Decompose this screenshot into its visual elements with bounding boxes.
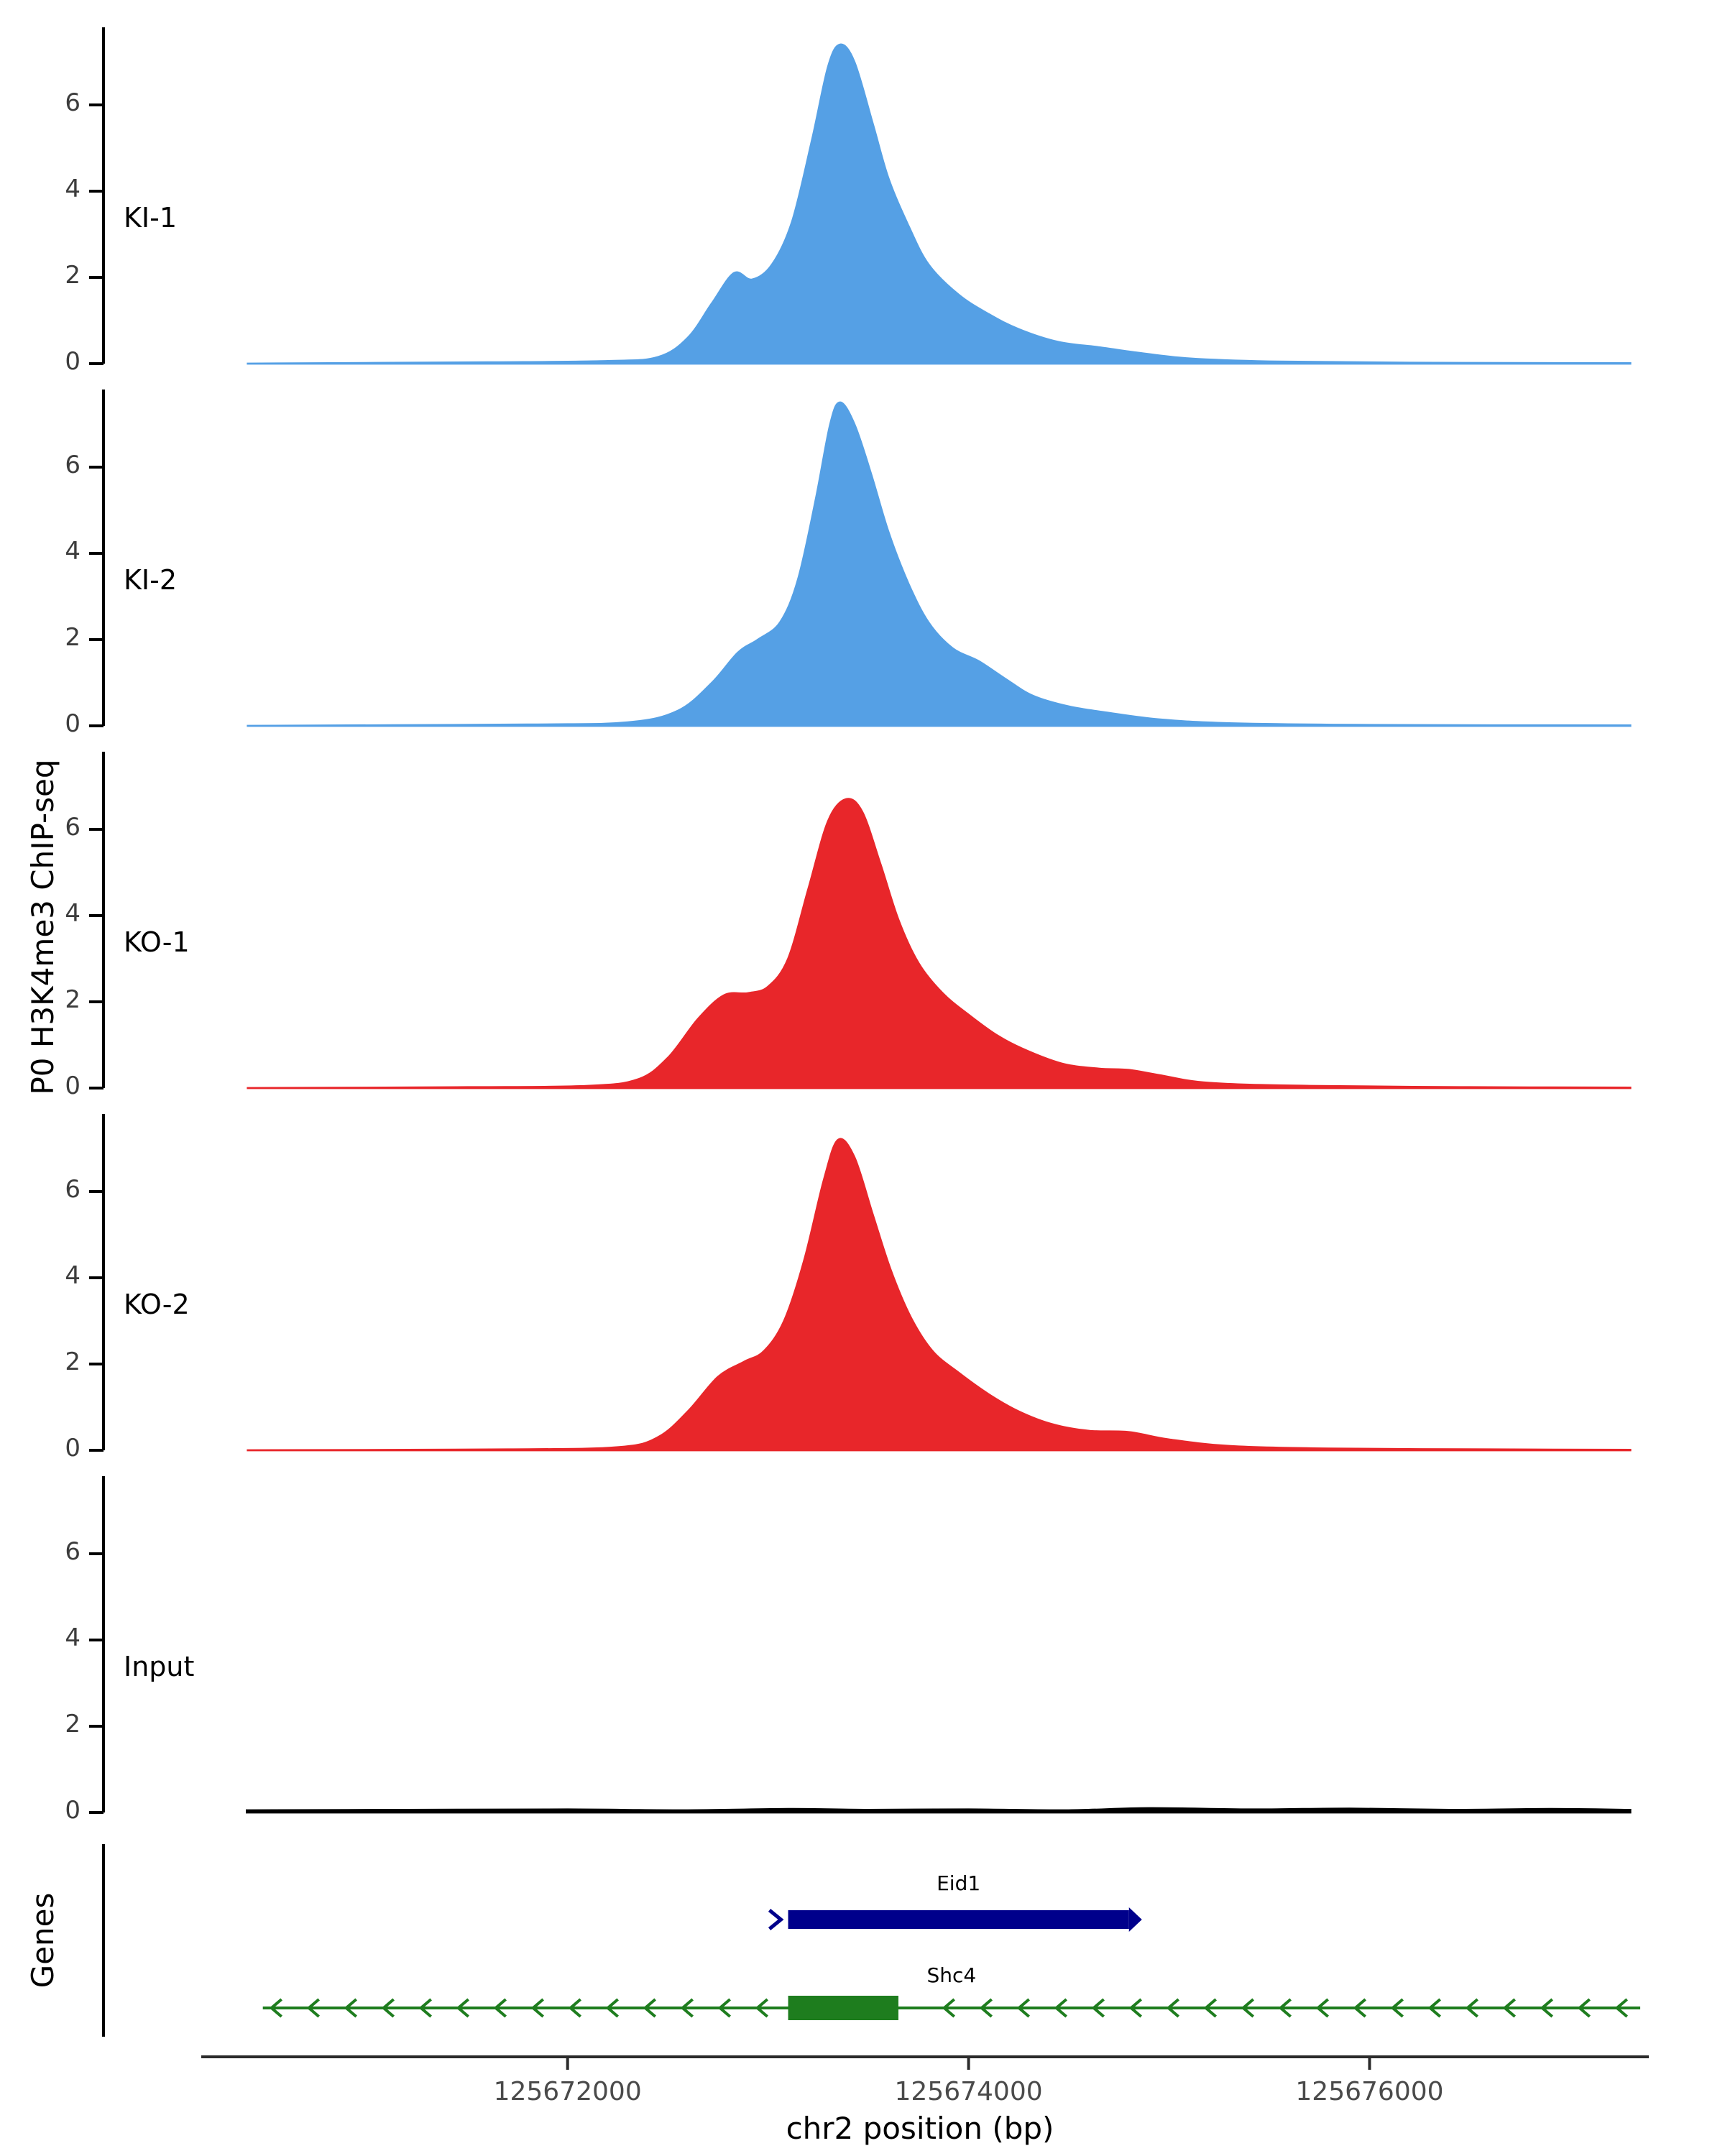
strand-chevron-Shc4 (1353, 1998, 1366, 2018)
strand-chevron-Shc4 (605, 1998, 619, 2018)
y-tick-label: 2 (65, 1710, 80, 1739)
x-axis-svg (201, 2055, 1649, 2070)
strand-chevron-Shc4 (1054, 1998, 1067, 2018)
strand-chevron-Shc4 (680, 1998, 694, 2018)
coverage-area-KO-1 (247, 798, 1632, 1089)
track-label-KO-2: KO-2 (124, 1289, 190, 1321)
y-tick-label: 2 (65, 262, 80, 290)
y-tick-label: 2 (65, 624, 80, 653)
y-tick-label: 4 (65, 1624, 80, 1653)
y-tick-label: 6 (65, 89, 80, 118)
y-tick-label: 6 (65, 451, 80, 480)
y-tick-label: 2 (65, 986, 80, 1015)
y-tick-label: 6 (65, 1176, 80, 1204)
y-tick-label: 0 (65, 1434, 80, 1463)
strand-chevron-Shc4 (1016, 1998, 1030, 2018)
gene-label-Shc4: Shc4 (926, 1965, 977, 1988)
strand-chevron-Shc4 (1278, 1998, 1292, 2018)
strand-chevron-Shc4 (456, 1998, 469, 2018)
track-label-KI-2: KI-2 (124, 565, 178, 596)
track-svg-KO-2 (89, 1114, 1632, 1452)
strand-chevron-Eid1 (768, 1909, 784, 1930)
signal-track-KO-2: 0 2 4 6 KO-2 (0, 1108, 1725, 1470)
y-tick-label: 0 (65, 1072, 80, 1101)
y-tick-label: 4 (65, 538, 80, 566)
strand-chevron-Shc4 (269, 1998, 282, 2018)
track-label-KO-1: KO-1 (124, 927, 190, 959)
strand-chevron-Shc4 (1540, 1998, 1553, 2018)
strand-chevron-Shc4 (1427, 1998, 1441, 2018)
genes-panel: Eid1 Shc4 (0, 1833, 1725, 2048)
x-tick-label: 125674000 (894, 2077, 1043, 2107)
strand-chevron-Shc4 (755, 1998, 768, 2018)
x-tick-label: 125676000 (1295, 2077, 1444, 2107)
x-axis: 125672000 125674000 125676000 chr2 position… (0, 2048, 1725, 2156)
gene-label-Eid1: Eid1 (937, 1873, 981, 1896)
y-tick-label: 2 (65, 1348, 80, 1377)
strand-chevron-Shc4 (1465, 1998, 1478, 2018)
strand-chevron-Shc4 (493, 1998, 507, 2018)
strand-chevron-Shc4 (1502, 1998, 1516, 2018)
track-label-KI-1: KI-1 (124, 203, 178, 234)
strand-chevron-Shc4 (1166, 1998, 1179, 2018)
track-svg-KI-2 (89, 390, 1632, 727)
coverage-area-KI-1 (247, 43, 1632, 365)
track-svg-KI-1 (89, 27, 1632, 365)
signal-track-KI-2: 0 2 4 6 KI-2 (0, 384, 1725, 746)
y-tick-label: 4 (65, 900, 80, 929)
coverage-area-KI-2 (247, 401, 1632, 727)
track-svg-Input (89, 1476, 1632, 1814)
strand-chevron-Shc4 (717, 1998, 731, 2018)
strand-chevron-Shc4 (1614, 1998, 1628, 2018)
gene-exon-Shc4 (788, 1996, 898, 2020)
strand-chevron-Shc4 (418, 1998, 432, 2018)
strand-chevron-Shc4 (568, 1998, 581, 2018)
y-tick-label: 4 (65, 1262, 80, 1291)
track-label-Input: Input (124, 1651, 195, 1683)
x-axis-title: chr2 position (bp) (786, 2111, 1054, 2146)
x-tick-label: 125672000 (493, 2077, 642, 2107)
gene-body-Eid1 (788, 1910, 1129, 1929)
track-svg-KO-1 (89, 752, 1632, 1089)
signal-track-KO-1: 0 2 4 6 KO-1 (0, 746, 1725, 1108)
signal-track-KI-1: 0 2 4 6 KI-1 (0, 22, 1725, 384)
strand-chevron-Shc4 (1390, 1998, 1404, 2018)
y-tick-label: 0 (65, 1797, 80, 1825)
strand-chevron-Shc4 (942, 1998, 955, 2018)
y-tick-label: 0 (65, 710, 80, 739)
gene-arrowhead-Eid1 (1128, 1907, 1142, 1932)
strand-chevron-Shc4 (381, 1998, 395, 2018)
genes-svg (102, 1844, 1641, 2037)
strand-chevron-Shc4 (643, 1998, 656, 2018)
strand-chevron-Shc4 (1577, 1998, 1591, 2018)
y-tick-label: 4 (65, 175, 80, 204)
strand-chevron-Shc4 (306, 1998, 320, 2018)
strand-chevron-Shc4 (1241, 1998, 1254, 2018)
coverage-area-KO-2 (247, 1138, 1632, 1452)
signal-track-Input: 0 2 4 6 Input (0, 1470, 1725, 1833)
y-tick-label: 6 (65, 814, 80, 842)
strand-chevron-Shc4 (1091, 1998, 1105, 2018)
strand-chevron-Shc4 (979, 1998, 993, 2018)
y-tick-label: 0 (65, 348, 80, 377)
y-tick-label: 6 (65, 1538, 80, 1567)
strand-chevron-Shc4 (344, 1998, 357, 2018)
strand-chevron-Shc4 (530, 1998, 544, 2018)
coverage-area-Input (246, 1807, 1632, 1814)
strand-chevron-Shc4 (1128, 1998, 1142, 2018)
strand-chevron-Shc4 (1315, 1998, 1329, 2018)
strand-chevron-Shc4 (1203, 1998, 1217, 2018)
